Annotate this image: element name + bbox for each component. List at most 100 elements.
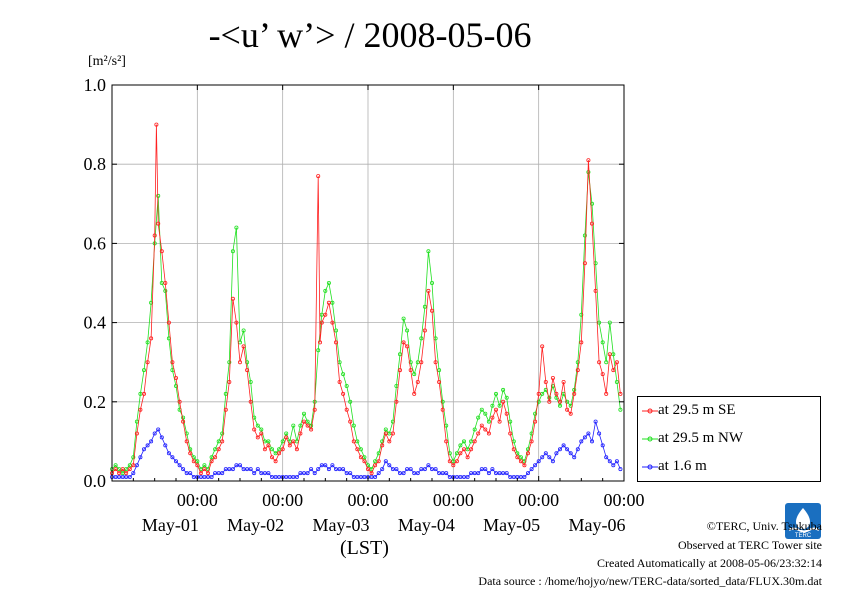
- data-point: [561, 379, 566, 384]
- data-point: [618, 391, 623, 396]
- data-point: [522, 474, 527, 479]
- data-point: [205, 471, 210, 476]
- data-point: [593, 288, 598, 293]
- data-point: [149, 336, 154, 341]
- data-point: [138, 455, 143, 460]
- x-tick-label-time: 00:00: [177, 490, 218, 510]
- data-point: [547, 455, 552, 460]
- data-point: [476, 471, 481, 476]
- data-point: [266, 439, 271, 444]
- data-point: [156, 427, 161, 432]
- data-point: [234, 225, 239, 230]
- y-tick-label: 0.0: [84, 471, 107, 491]
- y-tick-label: 0.6: [84, 233, 107, 253]
- credit-source: Data source : /home/hojyo/new/TERC-data/…: [478, 574, 822, 588]
- data-point: [337, 379, 342, 384]
- data-point: [323, 288, 328, 293]
- data-point: [117, 471, 122, 476]
- data-point: [479, 423, 484, 428]
- data-point: [326, 300, 331, 305]
- data-point: [248, 399, 253, 404]
- data-point: [213, 455, 218, 460]
- data-point: [237, 463, 242, 468]
- data-point: [390, 431, 395, 436]
- data-point: [376, 459, 381, 464]
- data-point: [316, 467, 321, 472]
- x-tick-label-date: May-05: [483, 515, 540, 535]
- data-point: [604, 455, 609, 460]
- data-point: [298, 423, 303, 428]
- data-point: [181, 415, 186, 420]
- data-point: [558, 403, 563, 408]
- data-point: [298, 431, 303, 436]
- data-point: [294, 474, 299, 479]
- data-point: [159, 435, 164, 440]
- data-point: [426, 288, 431, 293]
- data-point: [550, 375, 555, 380]
- data-point: [184, 439, 189, 444]
- data-point: [486, 471, 491, 476]
- data-point: [383, 431, 388, 436]
- data-point: [369, 471, 374, 476]
- data-point: [294, 447, 299, 452]
- chart-legend: at 29.5 m SE at 29.5 m NW at 1.6 m: [637, 396, 821, 482]
- data-point: [493, 391, 498, 396]
- legend-item-low: at 1.6 m: [638, 456, 820, 478]
- data-point: [543, 379, 548, 384]
- data-point: [476, 431, 481, 436]
- data-point: [312, 407, 317, 412]
- data-point: [323, 312, 328, 317]
- y-tick-label: 0.4: [84, 313, 107, 333]
- data-point: [479, 407, 484, 412]
- legend-label-low: at 1.6 m: [658, 458, 707, 474]
- data-point: [230, 467, 235, 472]
- data-point: [291, 423, 296, 428]
- data-point: [490, 415, 495, 420]
- legend-marker-nw-icon: [642, 436, 658, 442]
- data-point: [252, 471, 257, 476]
- data-point: [593, 419, 598, 424]
- data-point: [451, 463, 456, 468]
- data-point: [408, 467, 413, 472]
- data-point: [511, 447, 516, 452]
- data-point: [159, 249, 164, 254]
- series-layer: [110, 122, 623, 479]
- x-tick-label-date: May-03: [313, 515, 370, 535]
- data-point: [387, 439, 392, 444]
- data-point: [341, 467, 346, 472]
- data-point: [405, 328, 410, 333]
- data-point: [177, 463, 182, 468]
- data-point: [113, 463, 118, 468]
- data-point: [554, 391, 559, 396]
- data-point: [419, 360, 424, 365]
- data-point: [543, 451, 548, 456]
- data-point: [465, 474, 470, 479]
- x-tick-label-time: 00:00: [518, 490, 559, 510]
- data-point: [255, 423, 260, 428]
- x-tick-label-time: 00:00: [347, 490, 388, 510]
- data-point: [305, 423, 310, 428]
- data-point: [280, 439, 285, 444]
- data-point: [614, 459, 619, 464]
- data-point: [131, 471, 136, 476]
- data-point: [380, 467, 385, 472]
- data-point: [326, 467, 331, 472]
- data-point: [181, 467, 186, 472]
- data-point: [170, 455, 175, 460]
- data-point: [344, 383, 349, 388]
- data-point: [124, 471, 129, 476]
- data-point: [540, 455, 545, 460]
- data-point: [241, 328, 246, 333]
- series-line: [111, 124, 621, 474]
- data-point: [316, 348, 321, 353]
- data-point: [120, 467, 125, 472]
- data-point: [145, 360, 150, 365]
- data-point: [202, 463, 207, 468]
- data-point: [469, 447, 474, 452]
- data-point: [422, 328, 427, 333]
- data-point: [220, 471, 225, 476]
- grid-lines: [112, 85, 625, 481]
- data-point: [341, 372, 346, 377]
- data-point: [444, 471, 449, 476]
